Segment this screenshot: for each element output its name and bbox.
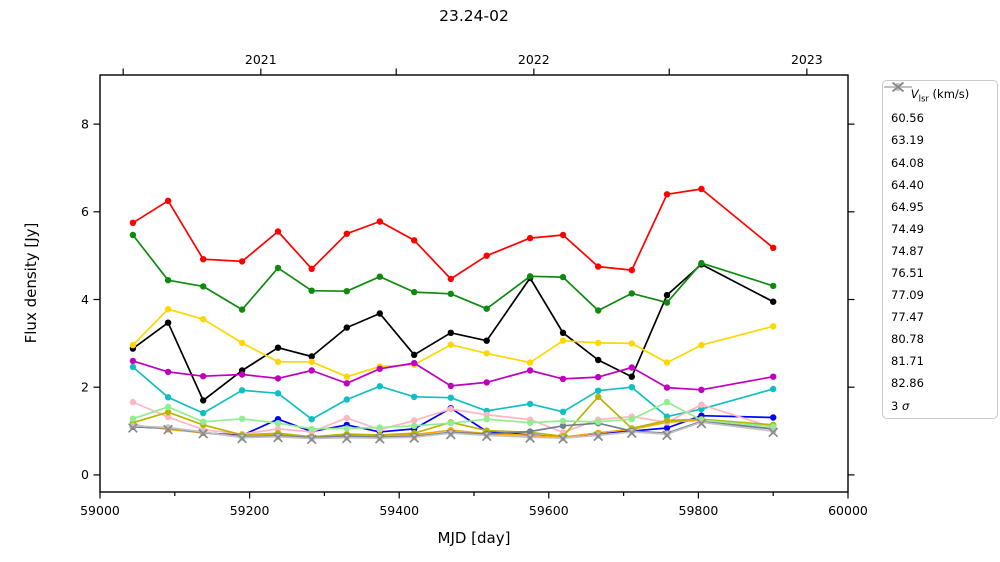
legend-entry: 77.09 (883, 83, 997, 306)
x-axis-ticks: 59000 59200 59400 59600 59800 60000 (80, 492, 868, 518)
legend-entry-label: 80.78 (891, 332, 924, 347)
legend-entry-label: 63.19 (891, 133, 924, 148)
legend-entry: 64.95 (883, 83, 997, 218)
svg-text:2021: 2021 (245, 52, 277, 67)
legend-entry: 76.51 (883, 83, 997, 284)
legend-entry-label: 74.87 (891, 243, 924, 258)
series-64.40 (129, 231, 777, 314)
series-60.56 (129, 261, 777, 404)
svg-text:59600: 59600 (529, 503, 569, 518)
legend-entry: 3 σ (883, 81, 997, 417)
legend-title-unit: (km/s) (928, 87, 970, 101)
legend-entry-label: 77.47 (891, 310, 924, 325)
series-64.08 (129, 185, 777, 283)
legend-entry-label: 74.49 (891, 221, 924, 236)
svg-text:4: 4 (81, 292, 89, 307)
legend-entry: 82.86 (883, 83, 997, 394)
legend-entry: 60.56 (883, 83, 997, 129)
svg-text:60000: 60000 (828, 503, 868, 518)
legend-entry-label: 64.95 (891, 199, 924, 214)
svg-text:59400: 59400 (379, 503, 419, 518)
legend-entry-label: 77.09 (891, 288, 924, 303)
legend-entry: 64.40 (883, 83, 997, 196)
series-74.49 (129, 363, 777, 423)
legend-entry-label: 60.56 (891, 111, 924, 126)
svg-text:59000: 59000 (80, 503, 120, 518)
legend-entry: 74.49 (883, 83, 997, 240)
x-marker-icon (891, 81, 905, 93)
y-axis-label: Flux density [Jy] (22, 222, 40, 344)
legend-title-subscript: lsr (918, 94, 929, 105)
legend-entry: 80.78 (883, 83, 997, 350)
y-axis-ticks: 0 2 4 6 8 (81, 116, 855, 482)
plot-frame (99, 74, 849, 493)
top-axis-ticks: 2021 2022 2023 (122, 52, 823, 75)
legend-entry-label: 76.51 (891, 266, 924, 280)
svg-text:6: 6 (81, 204, 89, 219)
legend-title-variable: V (910, 87, 919, 101)
svg-text:59200: 59200 (230, 503, 270, 518)
svg-text:2023: 2023 (791, 52, 823, 67)
legend-entry-label: 64.40 (891, 177, 924, 192)
series-3-sigma (127, 418, 779, 445)
series-81.71 (129, 398, 777, 433)
legend-entry-label: 64.08 (891, 155, 924, 170)
legend-entry: 81.71 (883, 83, 997, 372)
page-title: 23.24-02 (439, 7, 509, 25)
svg-text:59800: 59800 (679, 503, 719, 518)
legend-entry: 63.19 (883, 83, 997, 151)
legend-entry-label: 82.86 (891, 376, 924, 391)
legend-entry: 64.08 (883, 83, 997, 173)
legend: Vlsr (km/s) 60.56 63.19 64.08 64.40 64.95 74.… (882, 80, 998, 419)
legend-entries: 60.56 63.19 64.08 64.40 64.95 74.49 74.87 76.51… (883, 81, 997, 417)
svg-text:0: 0 (81, 467, 89, 482)
legend-entry-label: 81.71 (891, 354, 924, 369)
svg-text:2022: 2022 (518, 52, 550, 67)
svg-text:8: 8 (81, 116, 89, 131)
legend-entry: 74.87 (883, 83, 997, 262)
legend-entry: 77.47 (883, 83, 997, 328)
legend-title: Vlsr (km/s) (883, 87, 997, 104)
legend-entry-label: 3 σ (891, 398, 910, 413)
x-axis-label: MJD [day] (437, 529, 511, 547)
series-74.87 (129, 357, 777, 393)
svg-text:2: 2 (81, 380, 89, 395)
series-64.95 (129, 306, 777, 380)
